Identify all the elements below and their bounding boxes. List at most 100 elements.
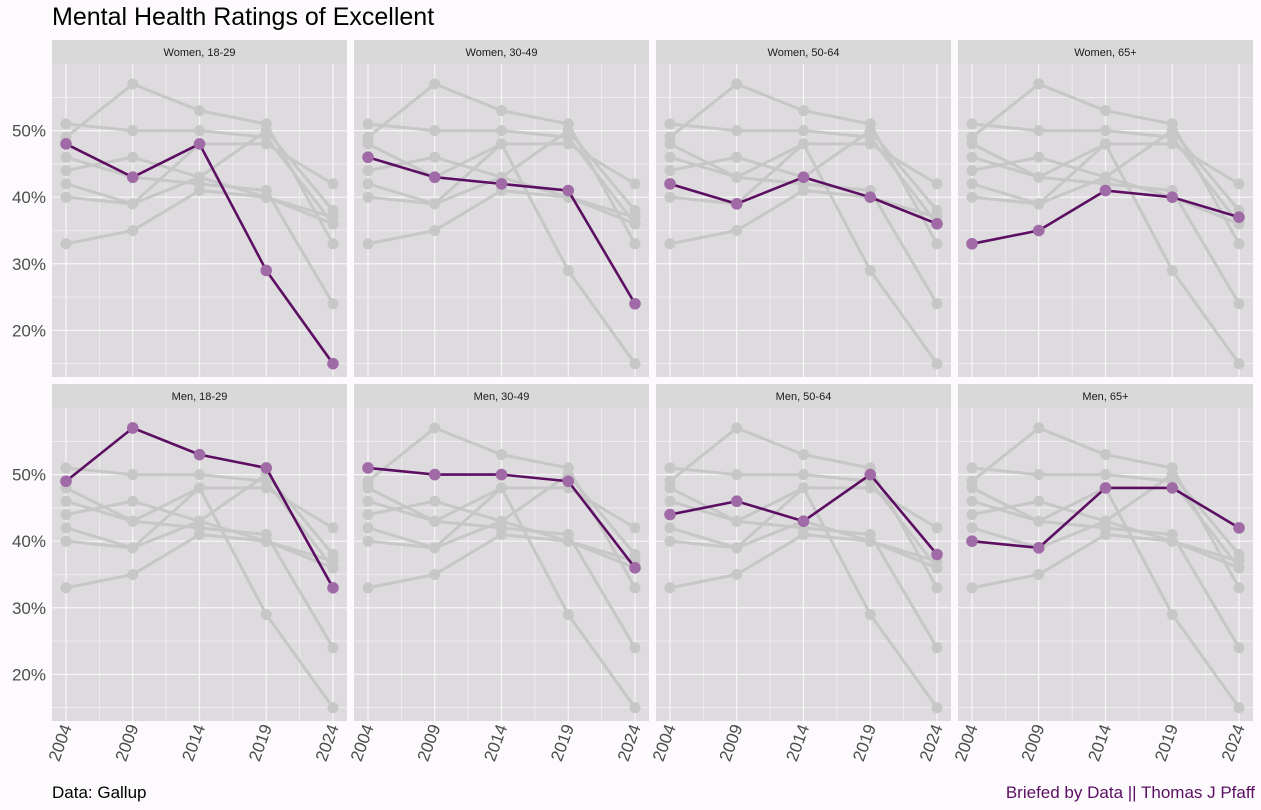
data-point [931, 702, 943, 714]
data-point [864, 608, 876, 620]
data-point [1100, 138, 1111, 150]
data-point [731, 542, 743, 554]
data-point [327, 238, 339, 250]
data-point [1100, 469, 1111, 481]
data-point [60, 118, 72, 130]
data-point [362, 522, 374, 534]
data-point [1033, 198, 1045, 210]
x-tick-label: 2024 [312, 722, 343, 764]
author-credit-caption: Briefed by Data || Thomas J Pfaff [1005, 783, 1255, 802]
x-tick-label: 2014 [782, 722, 813, 764]
facet-label: Women, 65+ [1074, 47, 1136, 59]
data-point [60, 238, 72, 250]
data-point [429, 78, 441, 90]
data-point [966, 509, 978, 521]
data-point [731, 469, 743, 481]
highlight-point [730, 495, 743, 508]
data-point [664, 238, 676, 250]
data-point [429, 495, 441, 507]
highlight-point [864, 468, 877, 481]
data-point [1233, 549, 1245, 561]
highlight-point [730, 198, 743, 210]
highlight-point [966, 535, 978, 547]
facet-label: Women, 30-49 [466, 47, 538, 59]
highlight-point [495, 468, 508, 481]
data-point [664, 522, 676, 534]
facet-strip [354, 384, 649, 408]
data-point [127, 78, 139, 90]
data-point [864, 125, 876, 137]
data-point [664, 462, 676, 474]
highlight-point [1099, 184, 1112, 197]
highlight-point [629, 297, 641, 310]
data-point [1100, 105, 1111, 117]
data-point [664, 535, 676, 547]
highlight-point [126, 422, 139, 434]
data-point [664, 118, 676, 130]
highlight-point [327, 582, 339, 594]
data-point [1100, 125, 1111, 137]
data-point [966, 118, 978, 130]
x-tick-label: 2024 [916, 722, 947, 764]
data-point [864, 138, 876, 150]
data-point [362, 582, 374, 594]
panel-men-18-29: Men, 18-29 20% 30% 40% 50% 2004 2009 2014 2019 20… [12, 384, 347, 764]
highlight-point [495, 178, 508, 190]
data-point [798, 105, 809, 117]
data-point [60, 191, 72, 203]
data-point [664, 582, 676, 594]
x-tick-label: 2004 [347, 722, 378, 764]
data-point [429, 515, 441, 527]
facet-label: Women, 50-64 [768, 47, 840, 59]
data-point [798, 482, 809, 494]
data-point [127, 469, 139, 481]
data-point [194, 171, 205, 183]
data-point [1033, 469, 1045, 481]
x-tick-label: 2009 [112, 722, 143, 764]
data-point [496, 449, 507, 461]
x-tick-label: 2019 [547, 722, 578, 764]
panel-men-50-64: Men, 50-64 2004 2009 2014 2019 2024 [649, 384, 951, 764]
data-point [327, 702, 339, 714]
highlight-point [260, 264, 273, 277]
data-point [194, 515, 205, 527]
x-tick-label: 2024 [1218, 722, 1249, 764]
data-point [562, 138, 574, 150]
data-point [60, 522, 72, 534]
data-point [1166, 125, 1178, 137]
data-point [60, 151, 72, 163]
data-point [629, 522, 641, 534]
x-tick-label: 2019 [1151, 722, 1182, 764]
panel-women-18-29: Women, 18-29 20% 30% 40% 50% [12, 40, 347, 377]
data-point [731, 515, 743, 527]
data-point [127, 224, 139, 236]
panel-men-30-49: Men, 30-49 2004 2009 2014 2019 2024 [347, 384, 649, 764]
x-tick-label: 2019 [245, 722, 276, 764]
facet-strip [52, 384, 347, 408]
chart-title: Mental Health Ratings of Excellent [52, 3, 435, 31]
data-point [1233, 642, 1245, 654]
y-tick-label: 30% [12, 255, 46, 274]
data-point [931, 358, 943, 370]
highlight-point [126, 171, 139, 184]
data-point [260, 482, 272, 494]
y-tick-label: 20% [12, 321, 46, 340]
data-point [496, 138, 507, 150]
facet-strip [656, 384, 951, 408]
highlight-point [260, 462, 273, 474]
data-point [1033, 125, 1045, 137]
x-tick-label: 2009 [716, 722, 747, 764]
highlight-point [193, 448, 206, 461]
y-tick-label: 50% [12, 466, 46, 485]
data-point [327, 178, 339, 190]
data-point [362, 495, 374, 507]
data-point [731, 171, 743, 183]
data-point [966, 178, 978, 190]
data-point [931, 238, 943, 250]
data-point [562, 125, 574, 137]
data-point [260, 608, 272, 620]
highlight-point [562, 184, 575, 197]
data-point [629, 582, 641, 594]
highlight-point [60, 475, 72, 488]
